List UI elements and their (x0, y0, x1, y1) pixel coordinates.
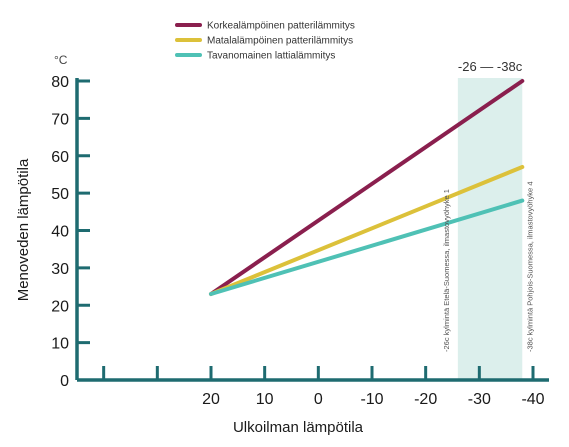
unit-label: °C (54, 53, 68, 67)
band-annotation: -38c kylmintä Pohjois-Suomessa, ilmastov… (525, 182, 534, 353)
series-line-2 (209, 165, 525, 296)
x-tick-label: -40 (521, 391, 544, 408)
y-tick-label: 80 (51, 74, 69, 91)
legend: Korkealämpöinen patterilämmitys Matalaläm… (175, 21, 355, 62)
y-tick-label: 40 (51, 224, 69, 241)
x-tick-label: -30 (468, 391, 491, 408)
y-tick-label: 10 (51, 336, 69, 353)
y-tick-label: 30 (51, 261, 69, 278)
band-annotation: -26c kylmintä Etelä-Suomessa, ilmastovyö… (442, 189, 451, 352)
series-lines (209, 79, 525, 296)
highlight-band (457, 78, 523, 380)
x-tick-label: 0 (314, 391, 323, 408)
x-axis-title: Ulkoilman lämpötila (233, 419, 364, 436)
x-tick-label: -20 (414, 391, 437, 408)
legend-label: Korkealämpöinen patterilämmitys (207, 21, 355, 32)
axes (75, 78, 549, 382)
legend-label: Tavanomainen lattialämmitys (207, 51, 335, 62)
y-tick-label: 0 (60, 373, 69, 390)
series-line-3 (209, 198, 525, 296)
x-tick-label: 20 (202, 391, 220, 408)
x-tick-label: 10 (256, 391, 274, 408)
y-axis-title: Menoveden lämpötila (15, 158, 32, 301)
chart-text: 0 10 20 30 40 50 60 70 80 20 10 0 -10 -20 -30 -40 °C Ulko… (15, 53, 545, 436)
highlight-band-layer: -26 — -38c (457, 59, 523, 380)
y-tick-label: 50 (51, 186, 69, 203)
x-tick-label: -10 (360, 391, 383, 408)
y-tick-label: 70 (51, 111, 69, 128)
y-tick-label: 20 (51, 298, 69, 315)
series-line-1 (209, 79, 525, 296)
legend-label: Matalalämpöinen patterilämmitys (207, 36, 353, 47)
y-tick-label: 60 (51, 149, 69, 166)
highlight-band-label: -26 — -38c (458, 59, 523, 74)
